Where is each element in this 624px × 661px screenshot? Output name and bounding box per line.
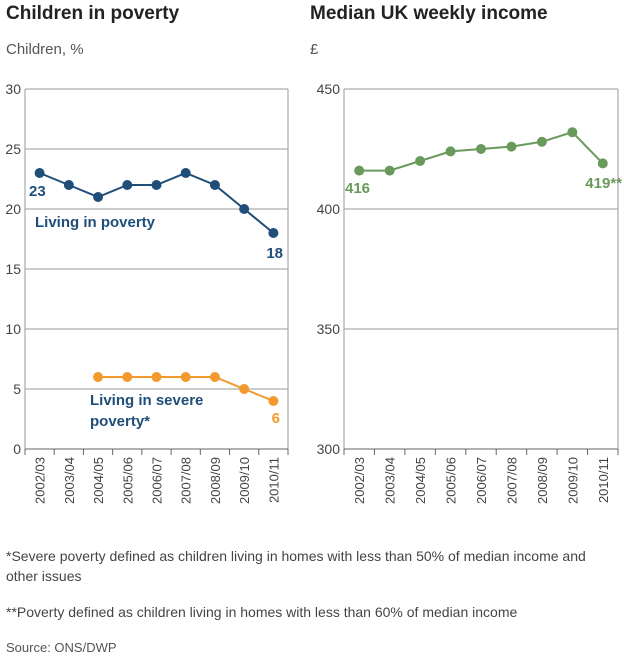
left-x-tick-label: 2010/11 <box>266 457 281 503</box>
poverty-start-label: 23 <box>29 183 46 200</box>
right-x-tick-label: 2005/06 <box>444 457 459 504</box>
left-y-tick-label: 0 <box>13 441 21 457</box>
left-series-point <box>151 372 162 382</box>
poverty-end-label: 18 <box>266 245 283 262</box>
right-series-point <box>354 165 365 176</box>
left-series-point <box>122 180 133 190</box>
left-x-tick-label: 2008/09 <box>208 457 223 504</box>
left-series-point <box>268 228 279 238</box>
left-series-point <box>122 372 133 382</box>
left-x-tick-label: 2007/08 <box>179 457 194 504</box>
income-end-label: 419** <box>585 175 622 192</box>
left-series-point <box>34 168 45 178</box>
left-series-point <box>180 168 191 178</box>
right-y-tick-label: 400 <box>317 201 341 217</box>
left-y-tick-label: 20 <box>5 201 21 217</box>
right-chart-title: Median UK weekly income <box>310 3 548 24</box>
left-x-tick-label: 2004/05 <box>91 457 106 504</box>
right-chart-unit: £ <box>310 41 319 58</box>
right-series-point <box>476 144 486 154</box>
right-series-point <box>415 156 426 166</box>
left-series-point <box>209 372 220 382</box>
left-x-tick-label: 2009/10 <box>237 457 252 504</box>
right-series-point <box>506 141 517 152</box>
source-note: Source: ONS/DWP <box>6 640 117 655</box>
left-series-point <box>239 204 250 214</box>
right-x-tick-label: 2010/11 <box>596 457 611 503</box>
severe-poverty-series-name-line1: Living in severe <box>90 392 203 409</box>
right-chart: 300 350 400 450 2002/03 2003/04 2004/05 2005/06… <box>317 81 623 504</box>
footnote-poverty: **Poverty defined as children living in … <box>6 604 518 620</box>
right-x-tick-label: 2006/07 <box>474 457 489 504</box>
right-x-tick-label: 2008/09 <box>535 457 550 504</box>
left-chart-unit: Children, % <box>6 41 84 58</box>
severe-poverty-end-label: 6 <box>272 410 280 427</box>
left-x-tick-label: 2002/03 <box>33 457 48 504</box>
left-y-tick-label: 30 <box>5 81 21 97</box>
left-y-tick-label: 10 <box>5 321 21 337</box>
right-x-tick-label: 2004/05 <box>413 457 428 504</box>
left-series-point <box>239 384 250 394</box>
left-series-point <box>63 180 74 190</box>
right-x-tick-label: 2003/04 <box>383 457 398 504</box>
right-series-point <box>384 165 395 176</box>
right-x-tick-label: 2009/10 <box>565 457 580 504</box>
left-series-point <box>180 372 191 382</box>
left-series-point <box>93 372 104 382</box>
severe-poverty-series-name-line2: poverty* <box>90 413 150 430</box>
left-series-point <box>93 192 104 202</box>
left-x-tick-label: 2006/07 <box>150 457 165 504</box>
left-x-tick-label: 2003/04 <box>62 457 77 504</box>
poverty-series-name: Living in poverty <box>35 214 156 231</box>
left-y-tick-label: 5 <box>13 381 21 397</box>
right-series-point <box>536 136 547 147</box>
left-series-point <box>209 180 220 190</box>
left-series-point <box>268 396 279 406</box>
left-chart: 0 5 10 15 20 25 30 2002/03 2003/04 2004/05 2005/06… <box>5 81 289 504</box>
left-y-tick-label: 25 <box>5 141 21 157</box>
footnote-severe-poverty: *Severe poverty defined as children livi… <box>6 548 586 584</box>
left-series-point <box>151 180 162 190</box>
income-start-label: 416 <box>345 180 370 197</box>
right-y-tick-label: 350 <box>317 321 341 337</box>
right-x-tick-label: 2002/03 <box>352 457 367 504</box>
left-chart-title: Children in poverty <box>6 3 180 24</box>
right-y-tick-label: 450 <box>317 81 341 97</box>
left-x-tick-label: 2005/06 <box>120 457 135 504</box>
right-x-tick-label: 2007/08 <box>504 457 519 504</box>
right-series-point <box>597 158 608 169</box>
left-y-tick-label: 15 <box>5 261 21 277</box>
right-y-tick-label: 300 <box>317 441 341 457</box>
right-series-point <box>567 127 578 138</box>
right-series-point <box>445 146 456 157</box>
